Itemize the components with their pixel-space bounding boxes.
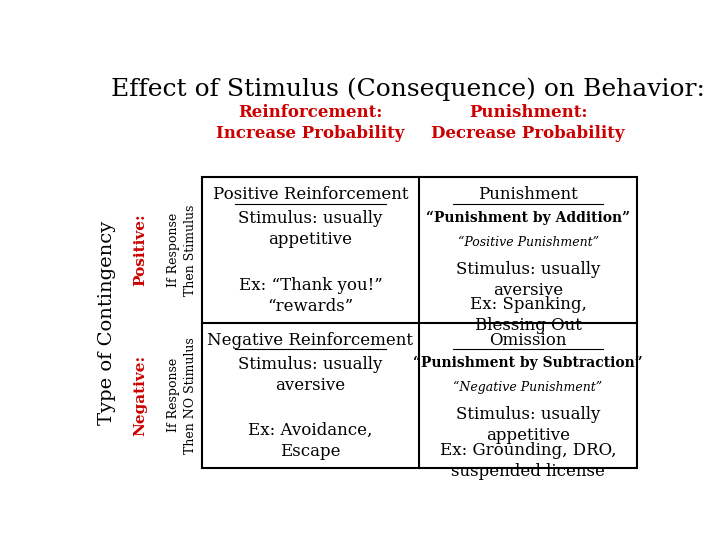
Text: Stimulus: usually
appetitive: Stimulus: usually appetitive (238, 211, 382, 248)
Text: “Punishment by Subtraction”: “Punishment by Subtraction” (413, 356, 643, 370)
Text: Negative:: Negative: (133, 355, 147, 436)
Text: “Negative Punishment”: “Negative Punishment” (454, 381, 603, 394)
Text: If Response
Then NO Stimulus: If Response Then NO Stimulus (167, 337, 197, 454)
Text: Punishment:
Decrease Probability: Punishment: Decrease Probability (431, 104, 625, 142)
Text: Positive Reinforcement: Positive Reinforcement (212, 186, 408, 203)
Text: Ex: Grounding, DRO,
suspended license: Ex: Grounding, DRO, suspended license (440, 442, 616, 480)
Text: Ex: Spanking,
Blessing Out: Ex: Spanking, Blessing Out (469, 296, 587, 334)
Bar (202, 177, 637, 468)
Text: If Response
Then Stimulus: If Response Then Stimulus (167, 204, 197, 295)
Text: “Positive Punishment”: “Positive Punishment” (457, 235, 598, 248)
Text: Type of Contingency: Type of Contingency (98, 220, 116, 425)
Text: Ex: Avoidance,
Escape: Ex: Avoidance, Escape (248, 422, 372, 460)
Text: Omission: Omission (490, 332, 567, 349)
Text: Stimulus: usually
appetitive: Stimulus: usually appetitive (456, 406, 600, 444)
Text: Positive:: Positive: (133, 213, 147, 286)
Text: Punishment: Punishment (478, 186, 578, 203)
Text: Stimulus: usually
aversive: Stimulus: usually aversive (238, 356, 382, 394)
Text: Ex: “Thank you!”
“rewards”: Ex: “Thank you!” “rewards” (238, 276, 382, 314)
Text: Effect of Stimulus (Consequence) on Behavior:: Effect of Stimulus (Consequence) on Beha… (111, 77, 705, 101)
Text: Stimulus: usually
aversive: Stimulus: usually aversive (456, 261, 600, 299)
Text: Negative Reinforcement: Negative Reinforcement (207, 332, 413, 349)
Text: Reinforcement:
Increase Probability: Reinforcement: Increase Probability (216, 104, 405, 142)
Text: “Punishment by Addition”: “Punishment by Addition” (426, 211, 630, 225)
